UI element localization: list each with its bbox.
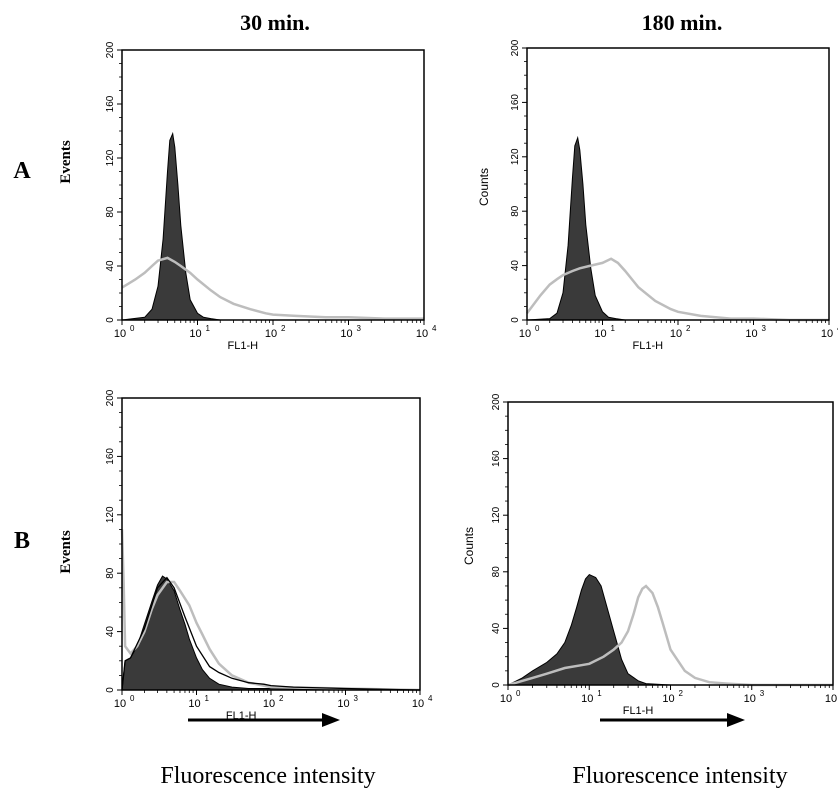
y-tick-label: 40: [105, 626, 116, 638]
x-tick-label: 10: [670, 328, 682, 340]
x-tick-label: 10: [594, 328, 606, 340]
x-tick-label: 10: [519, 328, 531, 340]
column-title-30min: 30 min.: [240, 10, 310, 35]
x-tick-exponent: 1: [206, 324, 211, 333]
filled-histogram-series: [121, 575, 420, 691]
x-tick-exponent: 1: [597, 689, 602, 698]
y-tick-label: 80: [510, 205, 521, 217]
x-tick-label: 10: [114, 328, 126, 340]
y-tick-label: 200: [510, 39, 521, 56]
x-tick-exponent: 2: [279, 694, 284, 703]
y-tick-label: 200: [105, 389, 116, 406]
filled-histogram-series: [121, 131, 424, 321]
x-tick-label: 10: [189, 328, 201, 340]
column-title-180min: 180 min.: [642, 10, 723, 35]
row-label-a: A: [13, 158, 31, 184]
control-histogram-series: [507, 584, 833, 687]
x-tick-label: 10: [500, 693, 512, 705]
x-tick-exponent: 2: [679, 689, 684, 698]
y-tick-label: 120: [510, 148, 521, 165]
x-tick-label: 10: [412, 698, 424, 710]
x-tick-exponent: 4: [428, 694, 433, 703]
x-tick-exponent: 0: [535, 324, 540, 333]
x-tick-exponent: 0: [130, 324, 135, 333]
y-tick-label: 200: [491, 393, 502, 410]
y-tick-label: 40: [510, 260, 521, 272]
y-tick-label: 160: [105, 448, 116, 465]
x-tick-label: 10: [744, 693, 756, 705]
x-tick-exponent: 0: [130, 694, 135, 703]
y-tick-label: 80: [105, 206, 116, 218]
x-axis-label: FL1-H: [228, 340, 259, 352]
x-tick-exponent: 2: [281, 324, 286, 333]
y-tick-label: 160: [510, 94, 521, 111]
y-tick-label: 0: [491, 682, 502, 688]
y-tick-label: 40: [491, 622, 502, 634]
arrow-left: [188, 713, 340, 727]
control-histogram-series: [120, 529, 421, 692]
x-tick-label: 10: [745, 328, 757, 340]
x-tick-label: 10: [821, 328, 833, 340]
y-tick-label: 160: [105, 95, 116, 112]
x-tick-label: 10: [265, 328, 277, 340]
x-tick-label: 10: [416, 328, 428, 340]
x-tick-label: 10: [662, 693, 674, 705]
x-tick-label: 10: [340, 328, 352, 340]
y-tick-label: 0: [105, 317, 116, 323]
plot-frame: [507, 401, 834, 686]
x-tick-label: 10: [114, 698, 126, 710]
y-axis-label: Counts: [462, 527, 476, 565]
x-tick-label: 10: [188, 698, 200, 710]
control-histogram-series: [121, 256, 424, 320]
x-tick-exponent: 2: [686, 324, 691, 333]
x-tick-exponent: 1: [611, 324, 616, 333]
y-axis-label: Counts: [477, 168, 491, 206]
control-histogram-series: [526, 257, 829, 322]
y-axis-label: Events: [58, 530, 74, 574]
y-tick-label: 200: [105, 41, 116, 58]
x-tick-label: 10: [337, 698, 349, 710]
filled-histogram-series: [507, 573, 833, 686]
x-tick-exponent: 4: [432, 324, 437, 333]
x-tick-exponent: 1: [205, 694, 210, 703]
row-label-b: B: [14, 528, 30, 554]
y-tick-label: 120: [105, 149, 116, 166]
outline-histogram-series: [121, 576, 421, 691]
arrow-right: [600, 713, 745, 727]
x-tick-exponent: 3: [354, 694, 359, 703]
x-tick-label: 10: [581, 693, 593, 705]
y-axis-label: Events: [58, 140, 74, 184]
x-tick-exponent: 3: [760, 689, 765, 698]
x-axis-label: FL1-H: [623, 705, 654, 717]
y-tick-label: 80: [491, 566, 502, 578]
x-tick-label: 10: [825, 693, 837, 705]
x-tick-label: 10: [263, 698, 275, 710]
histogram-panel-a-30min: 0 40 80 120 160 200 10 0 10 1 10 2 10 3 10 4 FL1-H Events: [58, 41, 437, 352]
y-tick-label: 0: [105, 687, 116, 693]
x-tick-exponent: 3: [357, 324, 362, 333]
footer-label-right: Fluorescence intensity: [572, 763, 787, 789]
y-tick-label: 80: [105, 567, 116, 579]
x-axis-label: FL1-H: [633, 340, 664, 352]
x-tick-exponent: 0: [516, 689, 521, 698]
footer-label-left: Fluorescence intensity: [160, 763, 375, 789]
y-tick-label: 120: [105, 506, 116, 523]
y-tick-label: 120: [491, 506, 502, 523]
y-tick-label: 160: [491, 450, 502, 467]
filled-histogram-series: [526, 135, 829, 321]
y-tick-label: 0: [510, 317, 521, 323]
x-tick-exponent: 3: [762, 324, 767, 333]
y-tick-label: 40: [105, 260, 116, 272]
